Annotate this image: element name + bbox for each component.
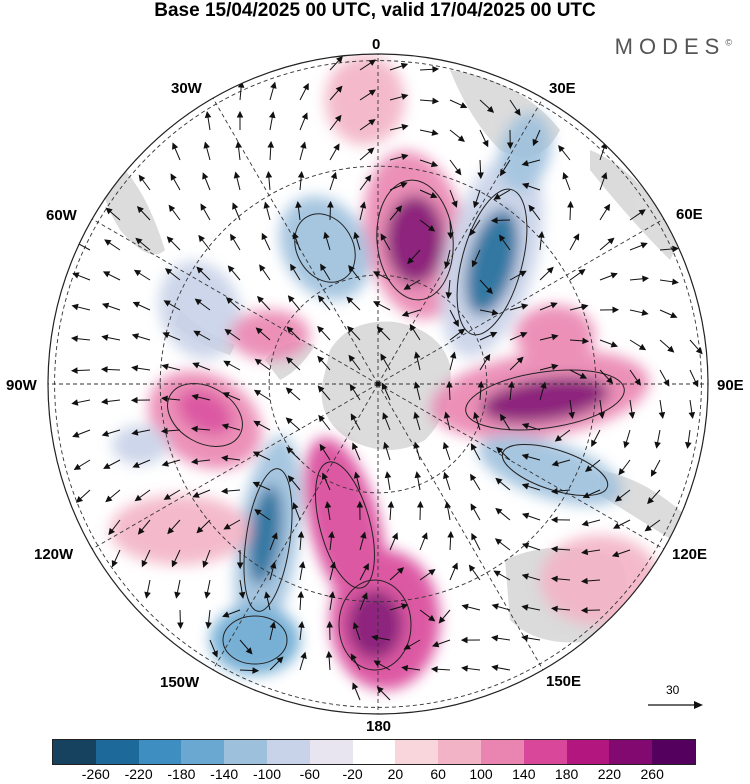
- anomaly-blob: [112, 425, 168, 465]
- colorbar-cell: [481, 740, 524, 764]
- south-pole-marker: [376, 382, 381, 387]
- colorbar-cell: [96, 740, 139, 764]
- colorbar-tick-label: 220: [598, 766, 621, 782]
- colorbar-tick-label: 100: [469, 766, 492, 782]
- lon-label-30w: 30W: [171, 80, 202, 97]
- lon-label-60e: 60E: [676, 206, 703, 223]
- lon-label-150w: 150W: [160, 674, 199, 691]
- lon-label-0: 0: [372, 36, 380, 53]
- colorbar-tick-label: -260: [82, 766, 110, 782]
- lon-label-60w: 60W: [46, 207, 77, 224]
- colorbar-labels: -260 -220 -180 -140 -100 -60 -20 20 60 100 140 180 2…: [0, 766, 750, 784]
- colorbar-tick-label: -180: [167, 766, 195, 782]
- colorbar-tick-label: -140: [210, 766, 238, 782]
- lon-label-180: 180: [366, 718, 391, 735]
- colorbar-tick-label: 20: [388, 766, 404, 782]
- colorbar-cell: [53, 740, 96, 764]
- lon-label-120e: 120E: [672, 546, 707, 563]
- colorbar-cell: [524, 740, 567, 764]
- colorbar-cell: [224, 740, 267, 764]
- colorbar: [52, 739, 696, 765]
- land-mass: [322, 322, 451, 450]
- colorbar-cell: [567, 740, 610, 764]
- colorbar-tick-label: 260: [641, 766, 664, 782]
- colorbar-cell: [438, 740, 481, 764]
- colorbar-tick-label: 140: [512, 766, 535, 782]
- colorbar-tick-label: -100: [253, 766, 281, 782]
- colorbar-tick-label: -20: [342, 766, 362, 782]
- lon-label-150e: 150E: [546, 673, 581, 690]
- reference-vector-label: 30: [666, 683, 679, 697]
- colorbar-cell: [181, 740, 224, 764]
- colorbar-tick-label: 60: [430, 766, 446, 782]
- lon-label-90w: 90W: [6, 377, 37, 394]
- reference-vector: [648, 701, 703, 709]
- anomaly-blob: [385, 195, 445, 285]
- anomaly-blob: [230, 310, 310, 360]
- colorbar-cell: [609, 740, 652, 764]
- colorbar-tick-label: -220: [125, 766, 153, 782]
- lon-label-90e: 90E: [717, 377, 744, 394]
- colorbar-cell: [395, 740, 438, 764]
- colorbar-cell: [310, 740, 353, 764]
- colorbar-cell: [652, 740, 695, 764]
- colorbar-cell: [353, 740, 396, 764]
- colorbar-cell: [267, 740, 310, 764]
- lon-label-30e: 30E: [549, 80, 576, 97]
- colorbar-cell: [139, 740, 182, 764]
- lon-label-120w: 120W: [34, 546, 73, 563]
- colorbar-tick-label: 180: [555, 766, 578, 782]
- anomaly-blob: [110, 495, 250, 565]
- colorbar-tick-label: -60: [300, 766, 320, 782]
